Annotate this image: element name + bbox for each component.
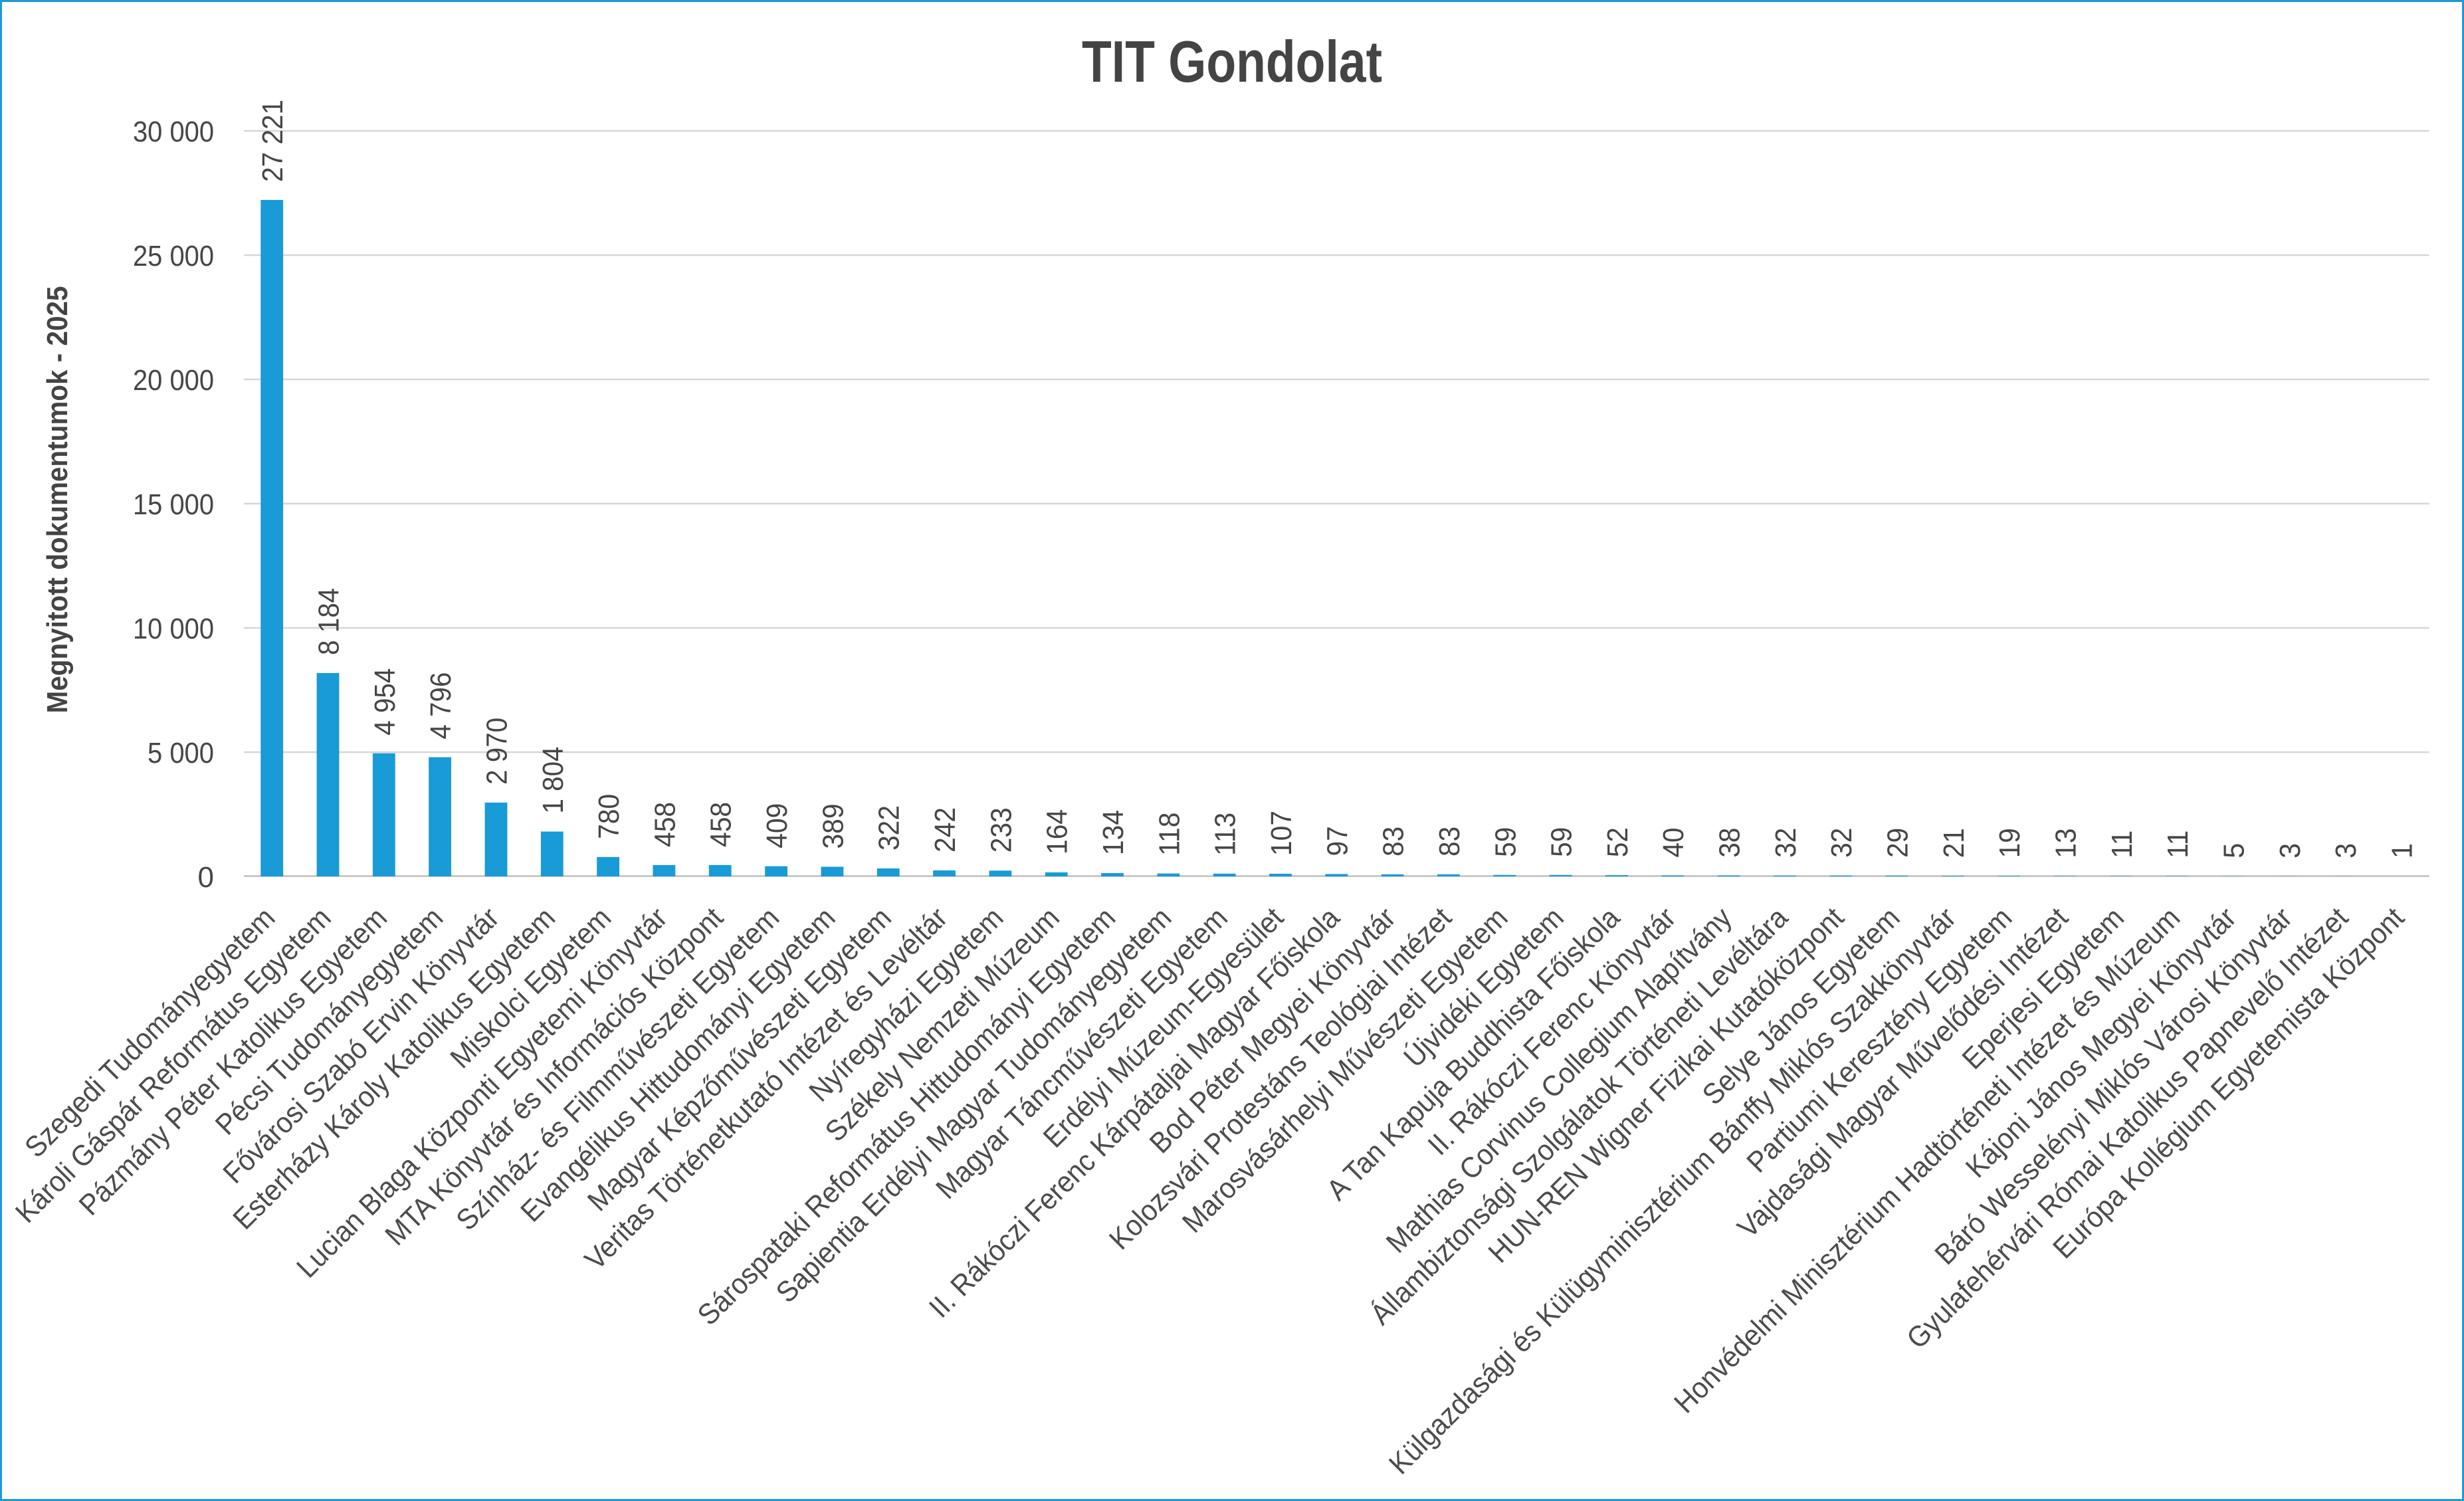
svg-text:3: 3 bbox=[2274, 843, 2307, 858]
svg-text:59: 59 bbox=[1489, 827, 1522, 857]
svg-text:3: 3 bbox=[2330, 843, 2362, 858]
svg-text:21: 21 bbox=[1938, 828, 1970, 858]
svg-text:4 796: 4 796 bbox=[425, 672, 457, 740]
svg-text:458: 458 bbox=[649, 802, 681, 847]
svg-text:TIT Gondolat: TIT Gondolat bbox=[1082, 29, 1382, 94]
svg-text:30 000: 30 000 bbox=[133, 116, 214, 148]
svg-text:780: 780 bbox=[593, 794, 625, 839]
svg-text:27 221: 27 221 bbox=[257, 100, 289, 182]
svg-text:83: 83 bbox=[1378, 827, 1410, 856]
svg-text:409: 409 bbox=[761, 803, 793, 849]
svg-text:134: 134 bbox=[1097, 810, 1130, 855]
svg-text:38: 38 bbox=[1714, 828, 1746, 858]
svg-text:13: 13 bbox=[2050, 829, 2083, 858]
svg-text:0: 0 bbox=[198, 861, 214, 894]
svg-text:113: 113 bbox=[1209, 813, 1242, 856]
svg-text:59: 59 bbox=[1546, 827, 1578, 857]
svg-text:8 184: 8 184 bbox=[313, 588, 346, 655]
svg-text:2 970: 2 970 bbox=[481, 718, 514, 785]
svg-text:32: 32 bbox=[1825, 828, 1858, 858]
svg-text:19: 19 bbox=[1994, 828, 2026, 858]
svg-text:83: 83 bbox=[1433, 827, 1466, 856]
svg-text:29: 29 bbox=[1882, 828, 1914, 858]
svg-text:322: 322 bbox=[873, 805, 906, 851]
svg-text:5 000: 5 000 bbox=[148, 737, 214, 769]
svg-text:1: 1 bbox=[2386, 843, 2418, 858]
svg-text:1 804: 1 804 bbox=[537, 747, 569, 814]
svg-text:Megnyitott dokumentumok - 2025: Megnyitott dokumentumok - 2025 bbox=[41, 286, 74, 714]
svg-text:97: 97 bbox=[1321, 826, 1354, 856]
svg-text:4 954: 4 954 bbox=[369, 668, 401, 736]
svg-text:10 000: 10 000 bbox=[133, 613, 214, 645]
svg-text:5: 5 bbox=[2218, 843, 2251, 858]
svg-text:52: 52 bbox=[1601, 827, 1634, 857]
svg-text:118: 118 bbox=[1153, 813, 1185, 856]
svg-text:11: 11 bbox=[2106, 831, 2138, 858]
svg-text:242: 242 bbox=[929, 807, 962, 852]
svg-text:233: 233 bbox=[985, 807, 1017, 852]
svg-text:458: 458 bbox=[705, 802, 738, 847]
svg-text:164: 164 bbox=[1041, 809, 1074, 854]
svg-text:25 000: 25 000 bbox=[133, 240, 214, 272]
svg-text:389: 389 bbox=[817, 804, 849, 849]
svg-text:15 000: 15 000 bbox=[133, 488, 214, 521]
svg-text:107: 107 bbox=[1265, 811, 1298, 856]
svg-text:11: 11 bbox=[2162, 831, 2194, 858]
svg-text:20 000: 20 000 bbox=[133, 364, 214, 397]
svg-text:32: 32 bbox=[1770, 828, 1802, 858]
svg-text:40: 40 bbox=[1657, 828, 1690, 858]
